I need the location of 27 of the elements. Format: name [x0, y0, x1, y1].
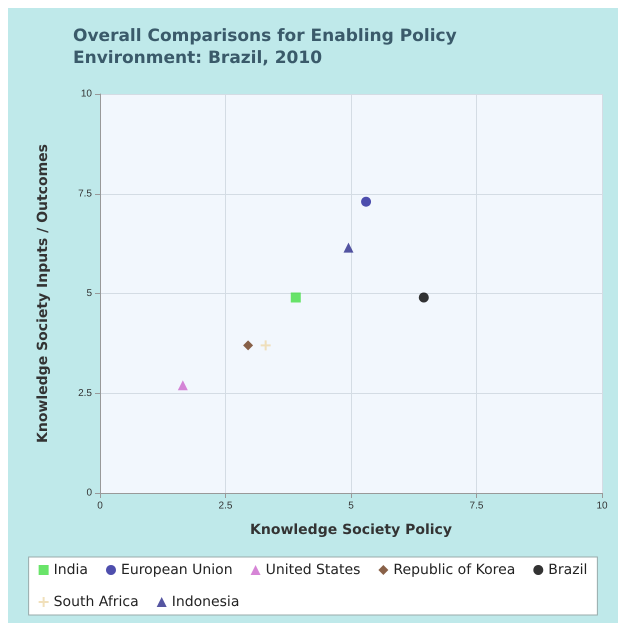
- point: [343, 242, 354, 253]
- y-tick-label: 0: [86, 488, 92, 498]
- legend-label: European Union: [120, 562, 233, 578]
- x-tick-label: 5: [348, 500, 354, 512]
- x-tick-label: 2.5: [218, 500, 233, 512]
- chart-title: Overall Comparisons for Enabling Policy Environment: Brazil, 2010: [73, 26, 457, 68]
- x-tick-label: 0: [97, 500, 104, 512]
- y-tick-label: 7.5: [78, 188, 92, 200]
- y-axis-title: Knowledge Society Inputs / Outcomes: [35, 144, 51, 444]
- point: [290, 292, 301, 302]
- legend-label: United States: [266, 562, 360, 578]
- legend-label: Brazil: [548, 562, 588, 578]
- point: [361, 196, 372, 207]
- point: [260, 340, 271, 350]
- point: [243, 340, 254, 350]
- legend-label: South Africa: [54, 594, 139, 610]
- x-tick-label: 10: [596, 500, 608, 512]
- y-tick-label: 5: [86, 288, 92, 299]
- legend-label: Republic of Korea: [393, 562, 516, 578]
- legend-label: Indonesia: [172, 594, 240, 610]
- point: [178, 380, 188, 390]
- point: [418, 292, 429, 302]
- y-tick-label: 2.5: [78, 388, 92, 399]
- x-tick-label: 7.5: [470, 500, 484, 512]
- legend-label: India: [54, 562, 88, 578]
- x-axis-title: Knowledge Society Policy: [250, 522, 452, 538]
- y-tick-label: 10: [80, 88, 92, 100]
